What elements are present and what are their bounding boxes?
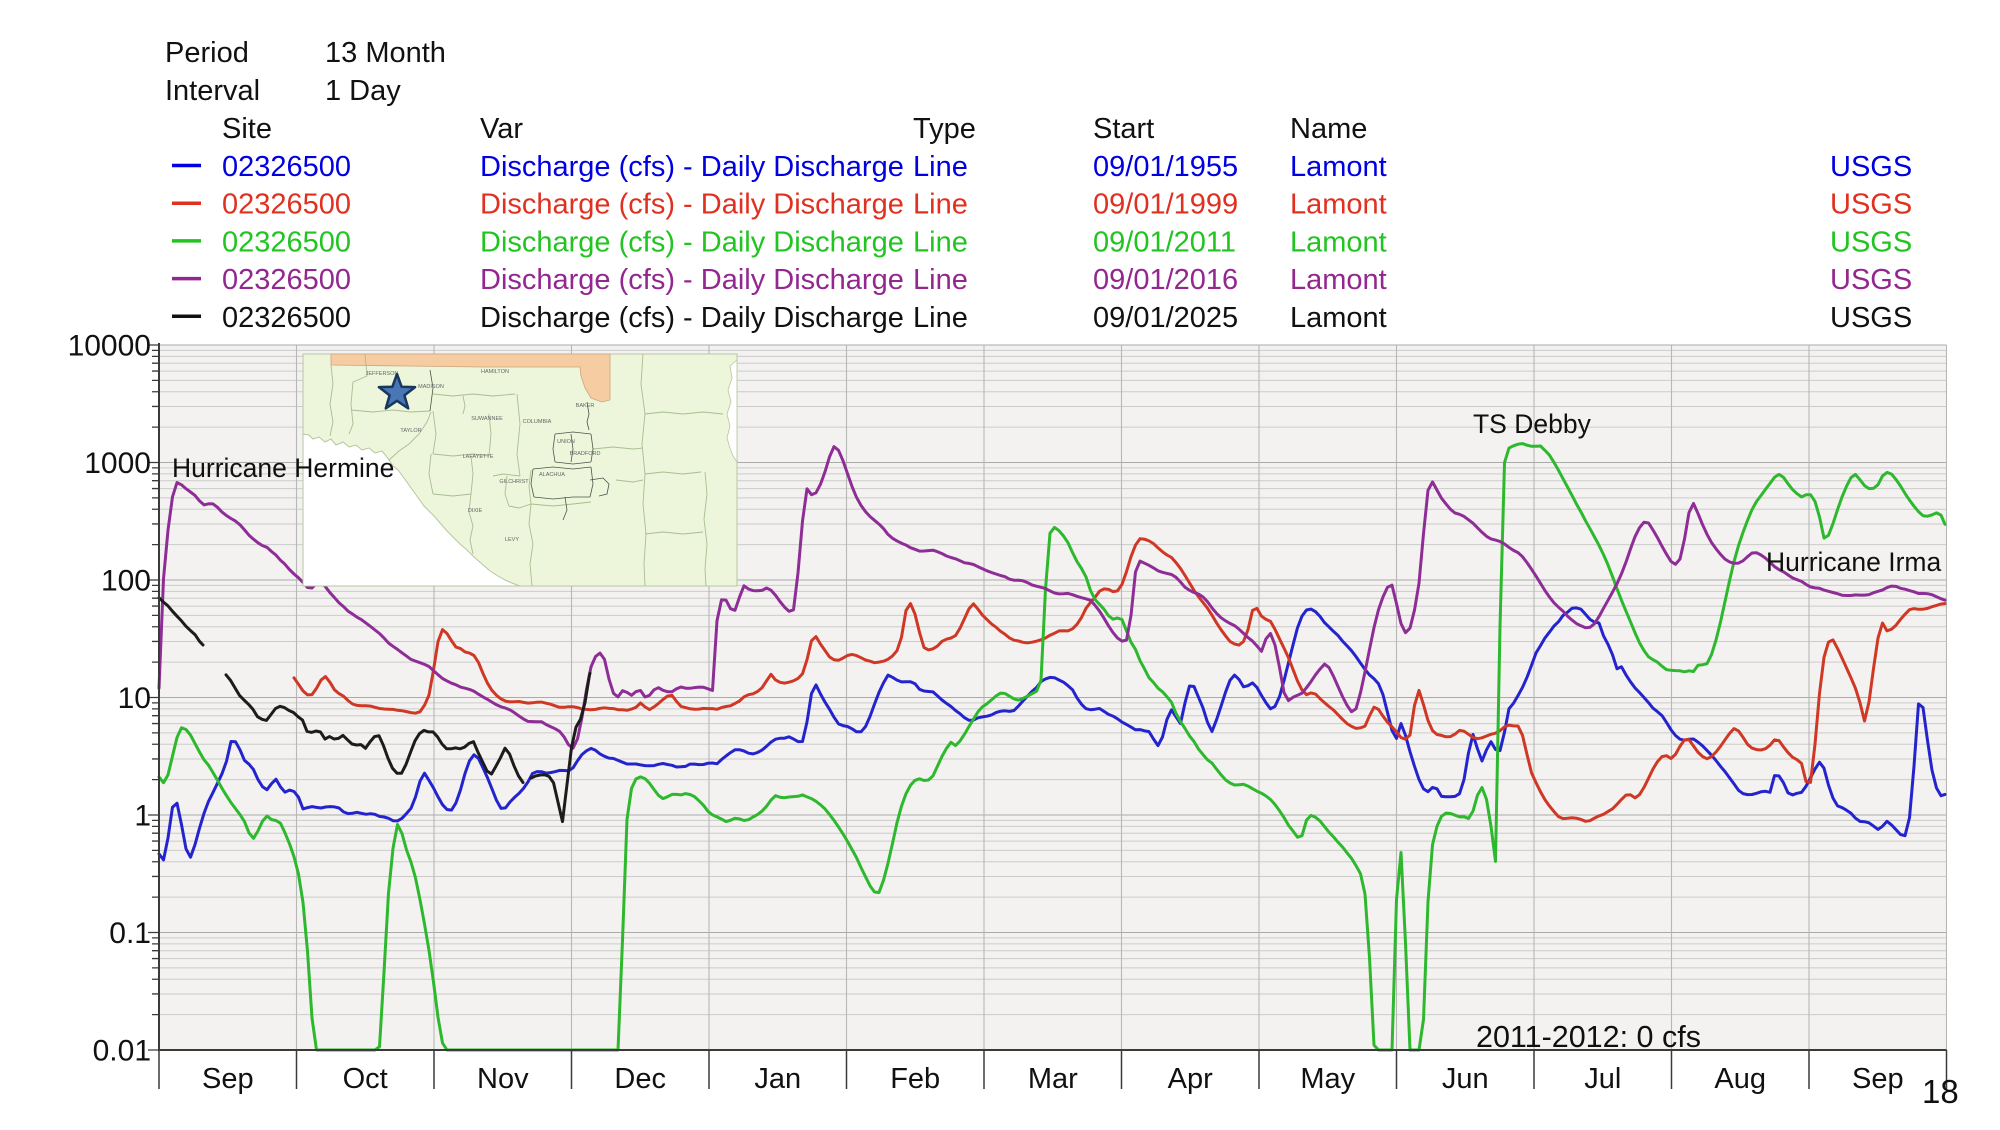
svg-text:10000: 10000 xyxy=(68,330,151,363)
svg-text:09/01/2025: 09/01/2025 xyxy=(1093,302,1238,334)
svg-text:LAFAYETTE: LAFAYETTE xyxy=(463,454,494,460)
svg-text:Line: Line xyxy=(913,151,968,183)
svg-text:Type: Type xyxy=(913,113,976,145)
svg-text:Nov: Nov xyxy=(477,1063,529,1095)
svg-text:Site: Site xyxy=(222,113,272,145)
svg-text:Lamont: Lamont xyxy=(1290,302,1387,334)
svg-text:Jun: Jun xyxy=(1442,1063,1489,1095)
svg-text:Interval: Interval xyxy=(165,75,260,107)
svg-text:13 Month: 13 Month xyxy=(325,37,446,69)
svg-text:USGS: USGS xyxy=(1830,151,1912,183)
svg-text:Discharge (cfs) - Daily Discha: Discharge (cfs) - Daily Discharge xyxy=(480,302,904,334)
svg-text:Name: Name xyxy=(1290,113,1367,145)
svg-text:Discharge (cfs) - Daily Discha: Discharge (cfs) - Daily Discharge xyxy=(480,226,904,258)
svg-text:Oct: Oct xyxy=(343,1063,388,1095)
svg-text:JEFFERSON: JEFFERSON xyxy=(366,371,399,377)
svg-text:May: May xyxy=(1300,1063,1355,1095)
svg-text:Dec: Dec xyxy=(614,1063,666,1095)
svg-text:Line: Line xyxy=(913,226,968,258)
svg-text:1000: 1000 xyxy=(84,447,151,480)
svg-text:MADISON: MADISON xyxy=(418,384,444,390)
svg-text:BRADFORD: BRADFORD xyxy=(570,451,601,457)
svg-text:1 Day: 1 Day xyxy=(325,75,401,107)
svg-text:0.1: 0.1 xyxy=(109,917,151,950)
svg-text:10: 10 xyxy=(118,682,151,715)
svg-text:HAMILTON: HAMILTON xyxy=(481,369,509,375)
svg-text:Discharge (cfs) - Daily Discha: Discharge (cfs) - Daily Discharge xyxy=(480,264,904,296)
svg-text:SUWANNEE: SUWANNEE xyxy=(471,416,503,422)
svg-text:Jul: Jul xyxy=(1584,1063,1621,1095)
svg-text:USGS: USGS xyxy=(1830,302,1912,334)
svg-text:Lamont: Lamont xyxy=(1290,151,1387,183)
svg-text:09/01/2011: 09/01/2011 xyxy=(1093,226,1236,258)
svg-text:1: 1 xyxy=(134,800,151,833)
svg-text:09/01/1999: 09/01/1999 xyxy=(1093,189,1238,221)
svg-text:UNION: UNION xyxy=(557,439,575,445)
svg-text:Sep: Sep xyxy=(1852,1063,1904,1095)
svg-text:2011-2012: 0 cfs: 2011-2012: 0 cfs xyxy=(1476,1020,1701,1054)
svg-text:18: 18 xyxy=(1922,1073,1959,1110)
svg-text:Line: Line xyxy=(913,189,968,221)
svg-text:0.01: 0.01 xyxy=(93,1035,151,1068)
svg-text:COLUMBIA: COLUMBIA xyxy=(523,419,552,425)
svg-text:09/01/1955: 09/01/1955 xyxy=(1093,151,1238,183)
svg-text:09/01/2016: 09/01/2016 xyxy=(1093,264,1238,296)
svg-text:TS Debby: TS Debby xyxy=(1473,409,1592,439)
svg-text:GILCHRIST: GILCHRIST xyxy=(499,479,529,485)
svg-text:Lamont: Lamont xyxy=(1290,189,1387,221)
svg-text:USGS: USGS xyxy=(1830,226,1912,258)
svg-text:Discharge (cfs) - Daily Discha: Discharge (cfs) - Daily Discharge xyxy=(480,151,904,183)
svg-text:Line: Line xyxy=(913,302,968,334)
svg-text:Jan: Jan xyxy=(754,1063,801,1095)
svg-text:Discharge (cfs) - Daily Discha: Discharge (cfs) - Daily Discharge xyxy=(480,189,904,221)
svg-text:DIXIE: DIXIE xyxy=(468,508,483,514)
svg-text:LEVY: LEVY xyxy=(505,537,519,543)
svg-text:02326500: 02326500 xyxy=(222,189,351,221)
svg-text:Line: Line xyxy=(913,264,968,296)
svg-text:Lamont: Lamont xyxy=(1290,264,1387,296)
svg-text:Aug: Aug xyxy=(1714,1063,1766,1095)
svg-text:Period: Period xyxy=(165,37,249,69)
svg-text:Apr: Apr xyxy=(1168,1063,1213,1095)
svg-text:02326500: 02326500 xyxy=(222,151,351,183)
svg-text:TAYLOR: TAYLOR xyxy=(400,428,421,434)
svg-text:USGS: USGS xyxy=(1830,264,1912,296)
svg-text:USGS: USGS xyxy=(1830,189,1912,221)
svg-text:Hurricane Irma: Hurricane Irma xyxy=(1766,547,1942,577)
svg-text:Feb: Feb xyxy=(890,1063,940,1095)
svg-text:02326500: 02326500 xyxy=(222,302,351,334)
svg-text:100: 100 xyxy=(101,565,151,598)
svg-text:Start: Start xyxy=(1093,113,1154,145)
svg-text:Var: Var xyxy=(480,113,523,145)
svg-text:BAKER: BAKER xyxy=(576,403,595,409)
svg-text:02326500: 02326500 xyxy=(222,226,351,258)
svg-text:02326500: 02326500 xyxy=(222,264,351,296)
svg-text:Lamont: Lamont xyxy=(1290,226,1387,258)
svg-text:Sep: Sep xyxy=(202,1063,254,1095)
svg-text:Hurricane Hermine: Hurricane Hermine xyxy=(172,453,394,483)
svg-text:ALACHUA: ALACHUA xyxy=(539,472,565,478)
svg-text:Mar: Mar xyxy=(1028,1063,1078,1095)
